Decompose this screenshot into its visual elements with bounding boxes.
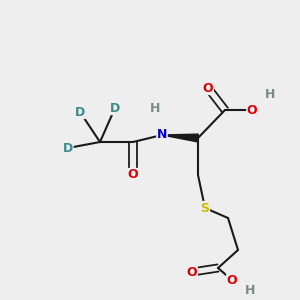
Text: O: O — [187, 266, 197, 278]
Text: O: O — [247, 103, 257, 116]
Polygon shape — [162, 134, 198, 142]
Text: O: O — [227, 274, 237, 286]
Text: H: H — [150, 101, 160, 115]
Text: H: H — [245, 284, 255, 296]
Text: O: O — [203, 82, 213, 94]
Text: N: N — [157, 128, 167, 142]
Text: S: S — [200, 202, 209, 214]
Text: D: D — [110, 101, 120, 115]
Text: D: D — [75, 106, 85, 118]
Text: D: D — [63, 142, 73, 154]
Text: O: O — [128, 169, 138, 182]
Text: H: H — [265, 88, 275, 100]
